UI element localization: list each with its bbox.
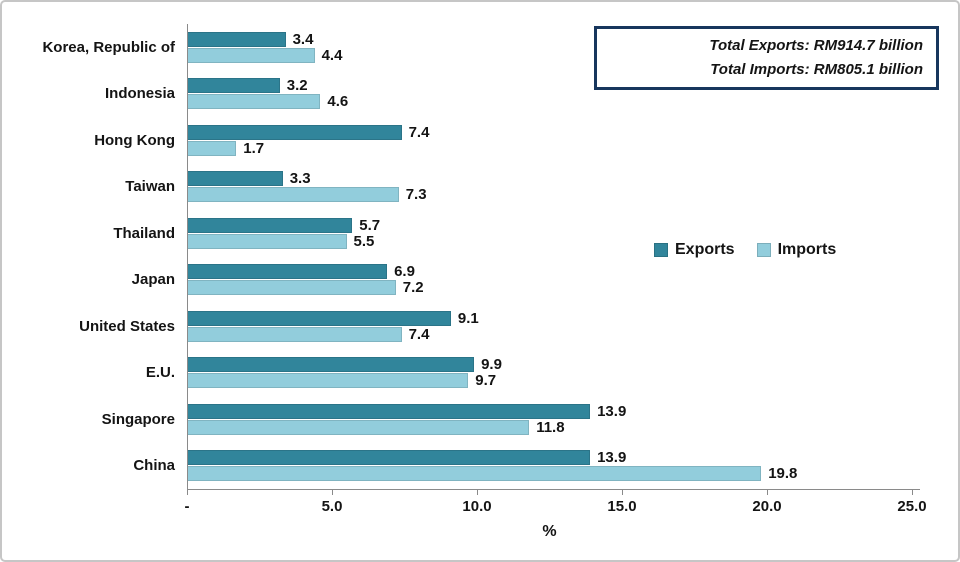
category-label: Taiwan <box>125 178 175 196</box>
category-row: E.U. 9.9 9.7 <box>10 350 912 397</box>
value-label: 11.8 <box>536 418 565 436</box>
value-label: 4.6 <box>327 93 349 111</box>
x-tick-label: 10.0 <box>462 498 492 515</box>
bar-group: 9.1 7.4 <box>187 303 912 350</box>
bar-group: 3.4 4.4 <box>187 24 912 71</box>
legend-item-imports: Imports <box>756 241 837 259</box>
x-axis-ticks: - 5.0 10.0 15.0 20.0 25.0 <box>184 498 927 518</box>
bar-exports <box>187 403 591 419</box>
chart-rows: Korea, Republic of 3.4 4.4 Indonesia 3.2 4.6 H… <box>10 24 912 489</box>
x-tick-label: 15.0 <box>607 498 637 515</box>
bar-group: 6.9 7.2 <box>187 257 912 304</box>
category-label: United States <box>79 317 175 335</box>
bar-exports <box>187 171 283 187</box>
y-axis-line <box>187 24 188 490</box>
bar-imports <box>187 94 321 110</box>
bar-group: 7.4 1.7 <box>187 117 912 164</box>
bar-group: 13.9 11.8 <box>187 396 912 443</box>
bar-imports <box>187 233 347 249</box>
value-label: 7.2 <box>402 279 424 297</box>
x-tick-mark <box>332 490 333 495</box>
category-label: Korea, Republic of <box>42 38 175 56</box>
category-label: China <box>133 457 175 475</box>
bar-exports <box>187 357 475 373</box>
bar-exports <box>187 450 591 466</box>
value-label: 4.4 <box>321 46 343 64</box>
value-label: 3.4 <box>292 30 314 48</box>
bar-group: 3.2 4.6 <box>187 71 912 118</box>
value-label: 9.7 <box>475 372 497 390</box>
value-label: 13.9 <box>597 449 627 467</box>
legend-label-exports: Exports <box>675 241 735 258</box>
bar-imports <box>187 466 762 482</box>
bar-imports <box>187 280 396 296</box>
value-label: 19.8 <box>768 465 798 483</box>
x-tick-mark <box>477 490 478 495</box>
category-row: United States 9.1 7.4 <box>10 303 912 350</box>
total-imports-text: Total Imports: RM805.1 billion <box>710 61 923 78</box>
bar-imports <box>187 419 530 435</box>
x-tick-label: 20.0 <box>752 498 782 515</box>
category-label: E.U. <box>145 364 175 382</box>
bar-exports <box>187 310 451 326</box>
bar-imports <box>187 373 469 389</box>
total-exports-text: Total Exports: RM914.7 billion <box>709 37 923 54</box>
bar-exports <box>187 217 353 233</box>
chart-legend: Exports Imports <box>654 241 836 259</box>
category-label: Hong Kong <box>94 131 175 149</box>
value-label: 5.5 <box>353 232 375 250</box>
category-row: China 13.9 19.8 <box>10 443 912 490</box>
x-tick-label: 5.0 <box>321 498 343 515</box>
bar-imports <box>187 47 315 63</box>
value-label: 6.9 <box>394 263 415 281</box>
category-row: Korea, Republic of 3.4 4.4 <box>10 24 912 71</box>
x-axis-line <box>187 489 920 490</box>
legend-label-imports: Imports <box>777 241 837 258</box>
bar-exports <box>187 264 388 280</box>
value-label: 7.3 <box>405 186 427 204</box>
x-tick-label: 25.0 <box>897 498 927 515</box>
totals-annotation-box: Total Exports: RM914.7 billion Total Imp… <box>594 26 939 90</box>
imports-swatch-icon <box>756 243 771 257</box>
category-row: Indonesia 3.2 4.6 <box>10 71 912 118</box>
bar-group: 13.9 19.8 <box>187 443 912 490</box>
value-label: 13.9 <box>597 402 627 420</box>
bar-group: 3.3 7.3 <box>187 164 912 211</box>
bar-exports <box>187 78 280 94</box>
category-label: Japan <box>131 271 175 289</box>
value-label: 5.7 <box>359 216 381 234</box>
bar-group: 9.9 9.7 <box>187 350 912 397</box>
x-tick-label: - <box>184 498 190 515</box>
category-label: Thailand <box>113 224 175 242</box>
legend-item-exports: Exports <box>654 241 735 259</box>
x-tick-mark <box>187 490 188 495</box>
value-label: 9.1 <box>457 309 479 327</box>
bar-exports <box>187 124 402 140</box>
value-label: 1.7 <box>243 139 265 157</box>
x-axis-title: % <box>542 523 557 540</box>
bar-imports <box>187 187 399 203</box>
x-tick-mark <box>767 490 768 495</box>
exports-swatch-icon <box>654 243 668 257</box>
category-label: Singapore <box>101 410 175 428</box>
bar-imports <box>187 140 237 156</box>
x-tick-mark <box>622 490 623 495</box>
category-row: Hong Kong 7.4 1.7 <box>10 117 912 164</box>
bar-imports <box>187 326 402 342</box>
value-label: 3.3 <box>289 170 311 188</box>
category-label: Indonesia <box>104 85 175 103</box>
category-row: Taiwan 3.3 7.3 <box>10 164 912 211</box>
category-row: Thailand 5.7 5.5 <box>10 210 912 257</box>
bar-group: 5.7 5.5 <box>187 210 912 257</box>
x-tick-mark <box>912 490 913 495</box>
value-label: 7.4 <box>408 325 430 343</box>
bar-exports <box>187 31 286 47</box>
value-label: 7.4 <box>408 123 430 141</box>
value-label: 3.2 <box>286 77 308 95</box>
x-axis-marks <box>187 490 913 495</box>
category-row: Singapore 13.9 11.8 <box>10 396 912 443</box>
value-label: 9.9 <box>481 356 502 374</box>
category-row: Japan 6.9 7.2 <box>10 257 912 304</box>
